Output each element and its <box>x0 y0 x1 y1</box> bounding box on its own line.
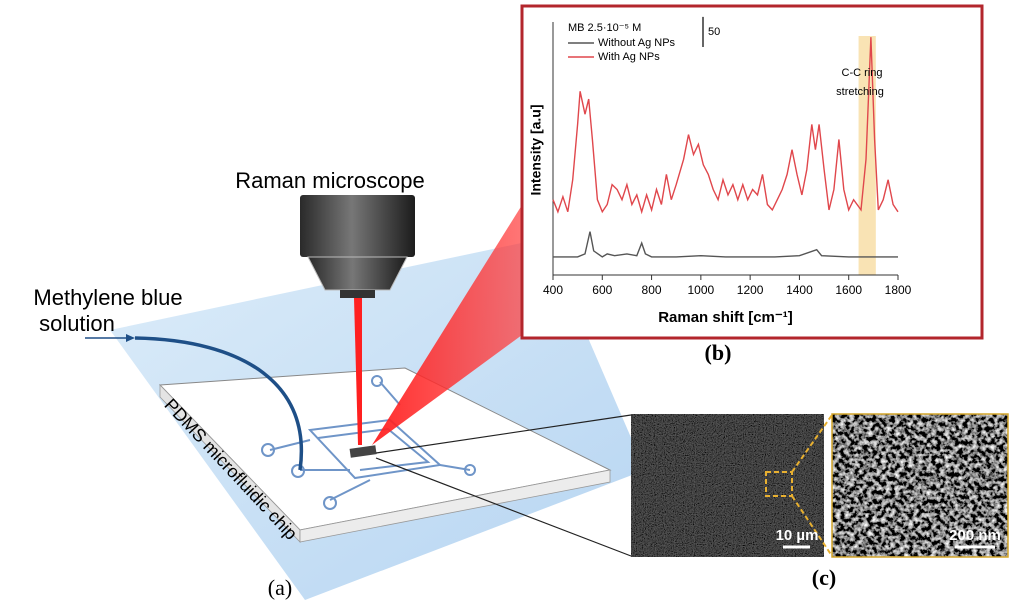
legend-title: MB 2.5·10⁻⁵ M <box>568 22 641 34</box>
objective-body <box>300 195 415 257</box>
panel-label: (a) <box>268 575 292 600</box>
x-tick-label: 1800 <box>885 283 912 297</box>
x-tick-label: 1600 <box>835 283 862 297</box>
x-tick-label: 1200 <box>737 283 764 297</box>
objective-tip <box>340 290 375 298</box>
panel-label: (b) <box>705 340 732 365</box>
microscope-label: Raman microscope <box>235 168 425 193</box>
y-axis-label: Intensity [a.u] <box>528 104 544 195</box>
x-tick-label: 400 <box>543 283 563 297</box>
x-axis-label: Raman shift [cm⁻¹] <box>658 309 793 326</box>
x-tick-label: 1400 <box>786 283 813 297</box>
x-tick-label: 600 <box>592 283 612 297</box>
annotation: stretching <box>836 86 884 98</box>
x-tick-label: 800 <box>642 283 662 297</box>
solution-label: solution <box>39 311 115 336</box>
scale-label: 200 nm <box>949 527 1001 544</box>
legend-label: Without Ag NPs <box>598 37 676 49</box>
panel-label: (c) <box>812 565 836 590</box>
objective-cone <box>308 257 407 290</box>
figure: Raman microscope Methylene blue solution… <box>0 0 1012 607</box>
scale-label: 10 µm <box>776 527 819 544</box>
scale-bar-label: 50 <box>708 26 720 38</box>
legend-label: With Ag NPs <box>598 51 660 63</box>
solution-label: Methylene blue <box>33 285 182 310</box>
annotation: C-C ring <box>842 67 883 79</box>
x-tick-label: 1000 <box>688 283 715 297</box>
